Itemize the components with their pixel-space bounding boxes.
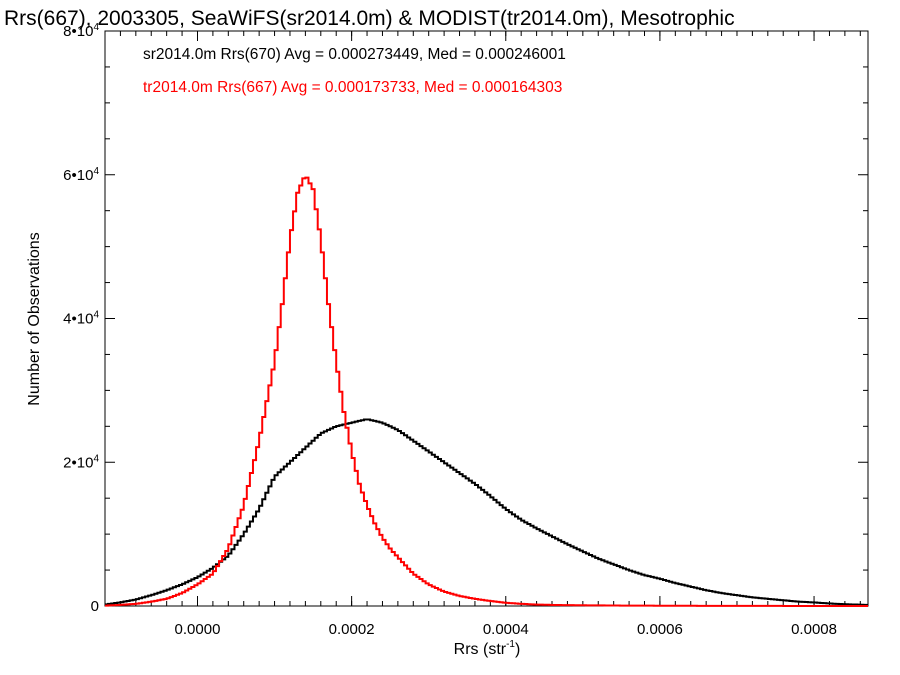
y-tick-label: 0 bbox=[91, 598, 99, 615]
x-tick-label: 0.0004 bbox=[483, 621, 529, 638]
x-axis-ticks: 0.0000 0.0002 0.0004 0.0006 0.0008 bbox=[104, 31, 861, 638]
y-axis-label: Number of Observations bbox=[26, 232, 43, 405]
series-1-histogram bbox=[105, 418, 868, 606]
y-tick-label: 2•104 bbox=[63, 453, 99, 471]
x-tick-label: 0.0006 bbox=[637, 621, 683, 638]
y-axis-ticks: 0 2•104 4•104 6•104 8•104 bbox=[63, 22, 868, 615]
chart-title: Rrs(667), 2003305, SeaWiFS(sr2014.0m) & … bbox=[4, 7, 735, 30]
x-tick-label: 0.0002 bbox=[329, 621, 375, 638]
series-2-histogram bbox=[105, 176, 868, 607]
y-tick-label: 6•104 bbox=[63, 166, 99, 184]
series-2-annotation: tr2014.0m Rrs(667) Avg = 0.000173733, Me… bbox=[143, 79, 562, 96]
y-tick-exponent: 4 bbox=[93, 310, 99, 321]
series-layer bbox=[105, 176, 868, 607]
series-1-annotation: sr2014.0m Rrs(670) Avg = 0.000273449, Me… bbox=[143, 46, 566, 63]
y-tick-exponent: 4 bbox=[93, 453, 99, 464]
x-tick-label: 0.0000 bbox=[175, 621, 221, 638]
x-axis-label: Rrs (str-1) bbox=[454, 639, 521, 658]
x-tick-label: 0.0008 bbox=[791, 621, 837, 638]
y-tick-exponent: 4 bbox=[93, 22, 99, 33]
y-tick-label: 4•104 bbox=[63, 310, 99, 328]
y-tick-label: 8•104 bbox=[63, 22, 99, 40]
y-tick-exponent: 4 bbox=[93, 166, 99, 177]
x-axis-label-superscript: -1 bbox=[506, 639, 515, 650]
